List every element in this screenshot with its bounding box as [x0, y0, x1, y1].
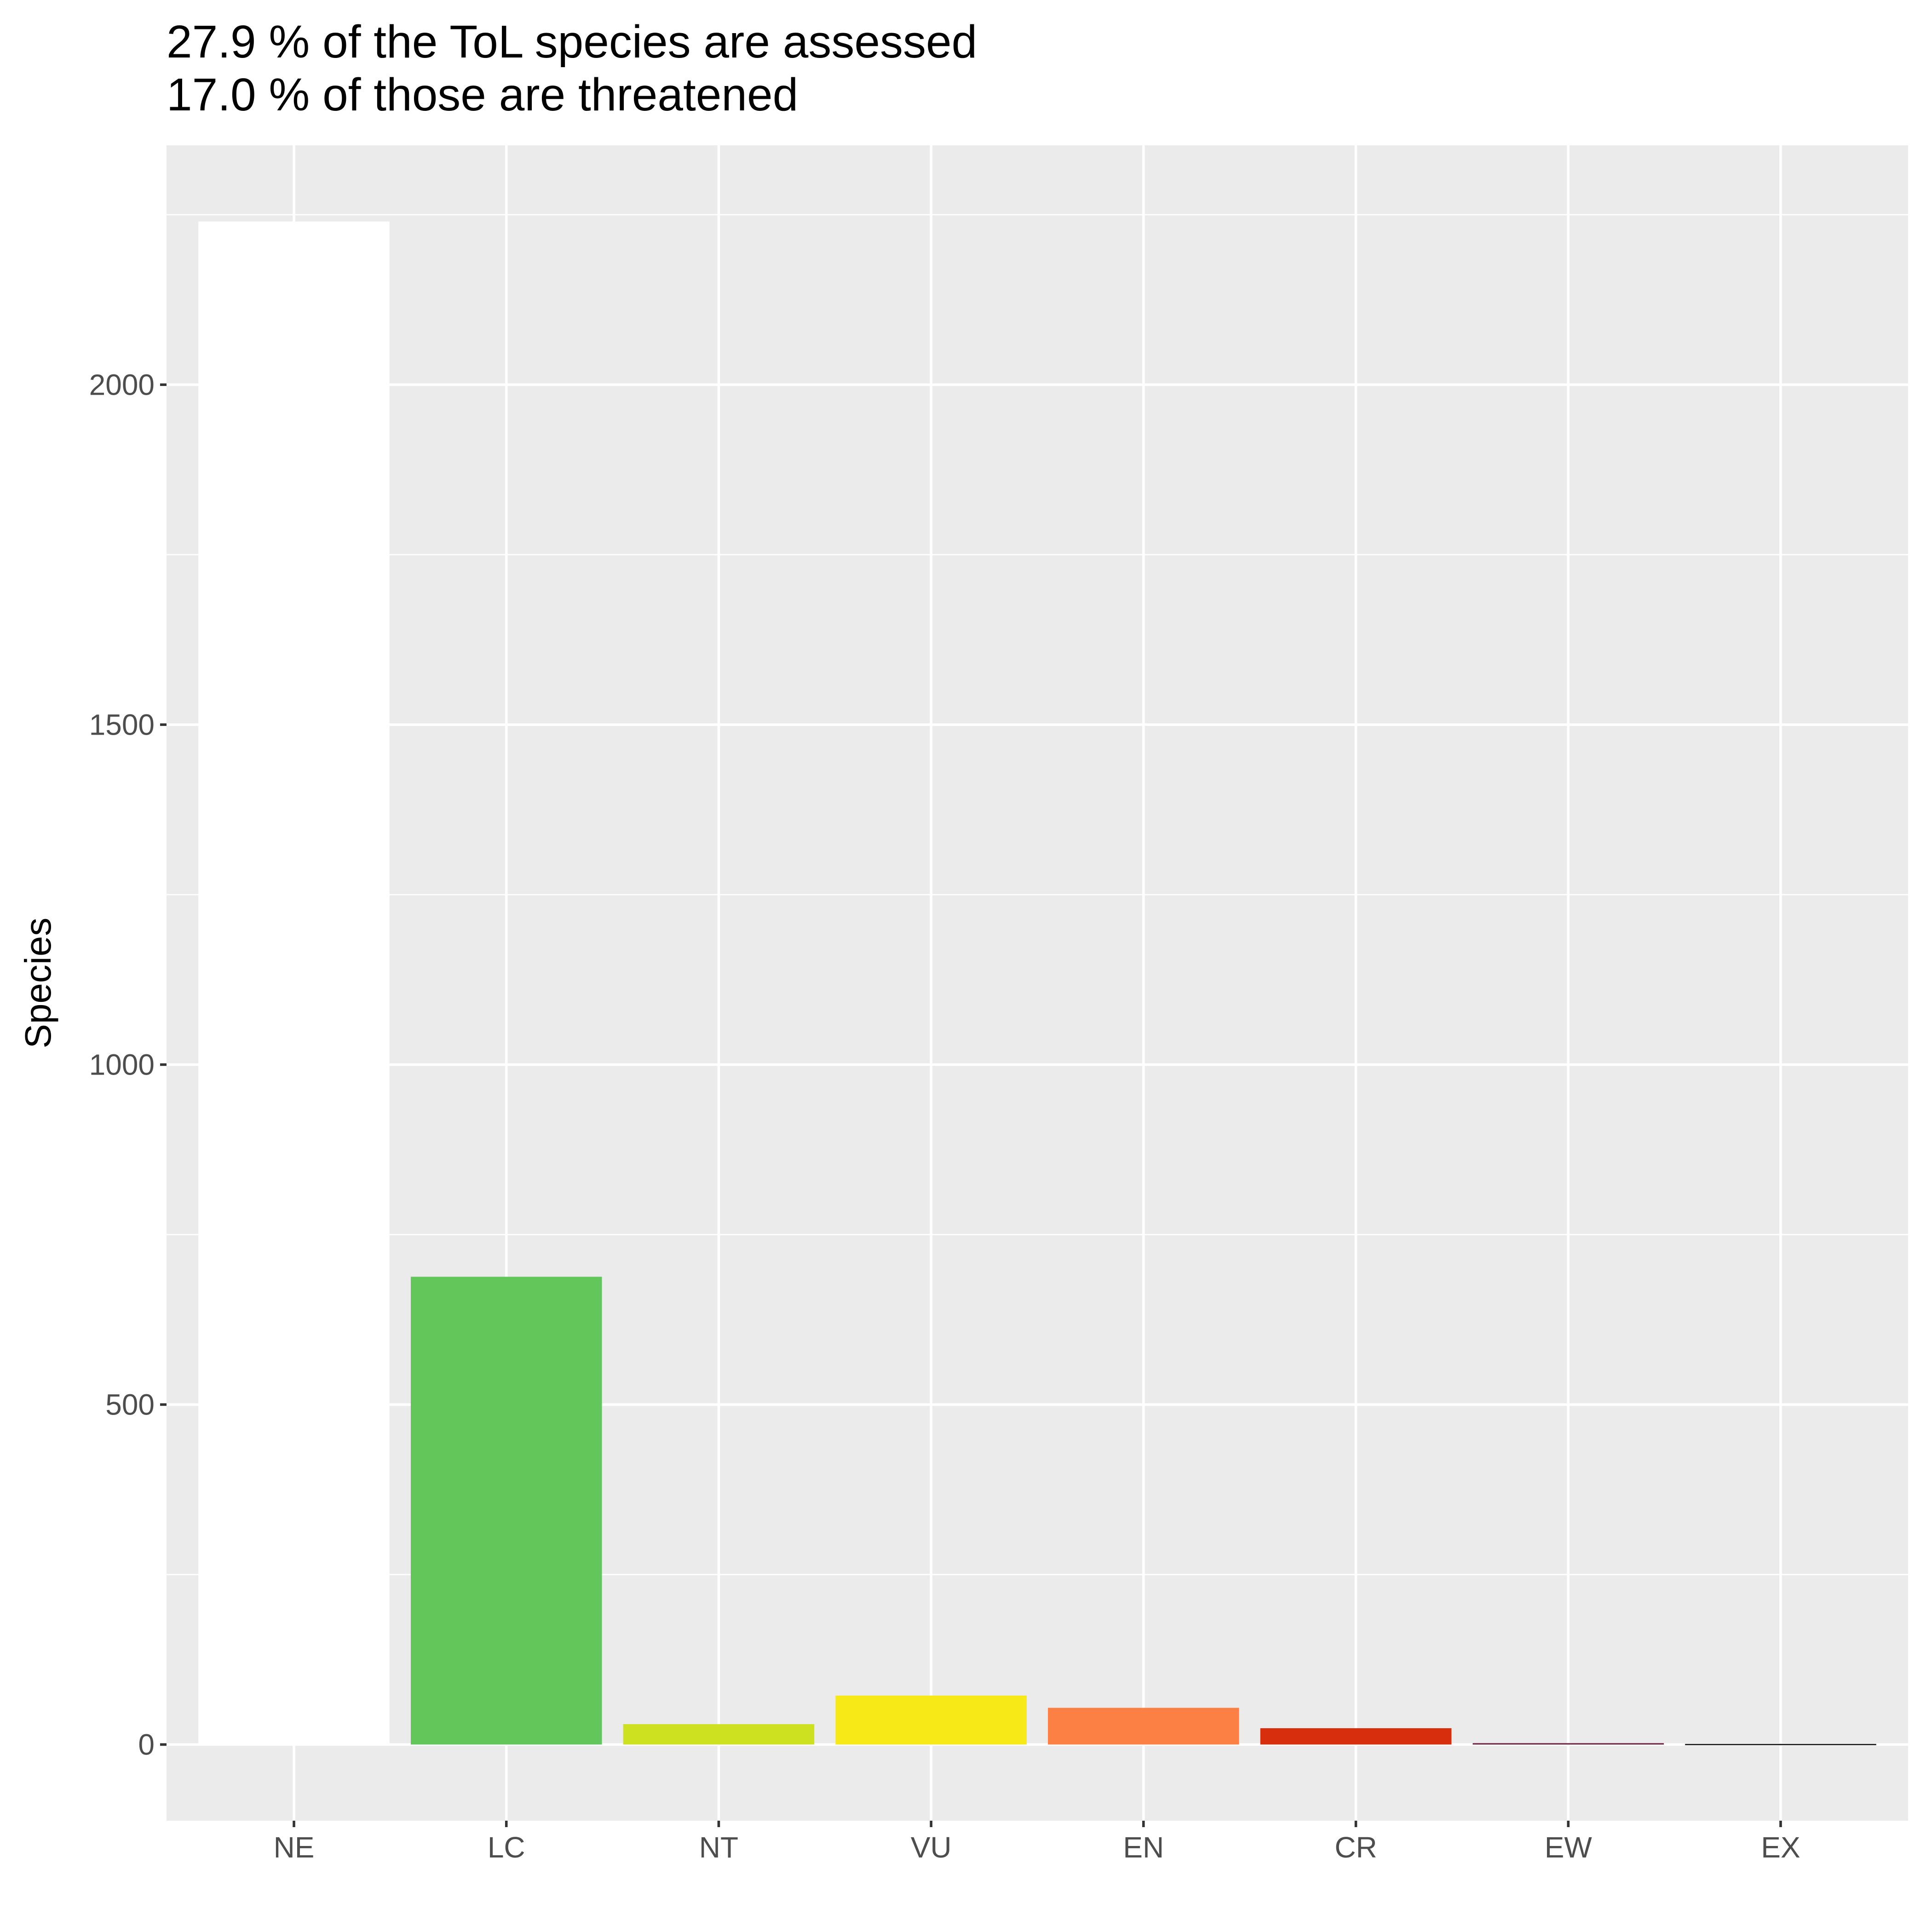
bars	[198, 221, 1876, 1745]
y-tick-label: 1000	[89, 1048, 155, 1081]
bar-ew	[1472, 1743, 1664, 1745]
bar-cr	[1260, 1728, 1452, 1745]
y-tick-label: 500	[105, 1388, 155, 1421]
bar-nt	[623, 1724, 815, 1745]
y-tick-label: 1500	[89, 708, 155, 741]
bar-ex	[1685, 1743, 1876, 1745]
x-tick-label-ne: NE	[274, 1831, 315, 1864]
x-tick-label-nt: NT	[699, 1831, 738, 1864]
y-axis: 0 500 1000 1500 2000	[89, 368, 167, 1761]
chart-title: 27.9 % of the ToL species are assessed	[167, 16, 977, 68]
x-tick-label-ex: EX	[1761, 1831, 1800, 1864]
x-tick-label-en: EN	[1123, 1831, 1164, 1864]
bar-vu	[835, 1696, 1027, 1745]
bar-en	[1048, 1708, 1239, 1745]
y-tick-label: 0	[138, 1728, 155, 1761]
x-tick-label-lc: LC	[488, 1831, 525, 1864]
y-axis-label: Species	[17, 918, 58, 1049]
x-axis: NE LC NT VU EN CR EW EX	[274, 1821, 1800, 1864]
bar-ne	[198, 221, 390, 1745]
y-tick-label: 2000	[89, 368, 155, 401]
chart-subtitle: 17.0 % of those are threatened	[167, 69, 798, 121]
x-tick-label-cr: CR	[1334, 1831, 1377, 1864]
x-tick-label-ew: EW	[1545, 1831, 1593, 1864]
x-tick-label-vu: VU	[911, 1831, 952, 1864]
bar-lc	[410, 1276, 602, 1745]
